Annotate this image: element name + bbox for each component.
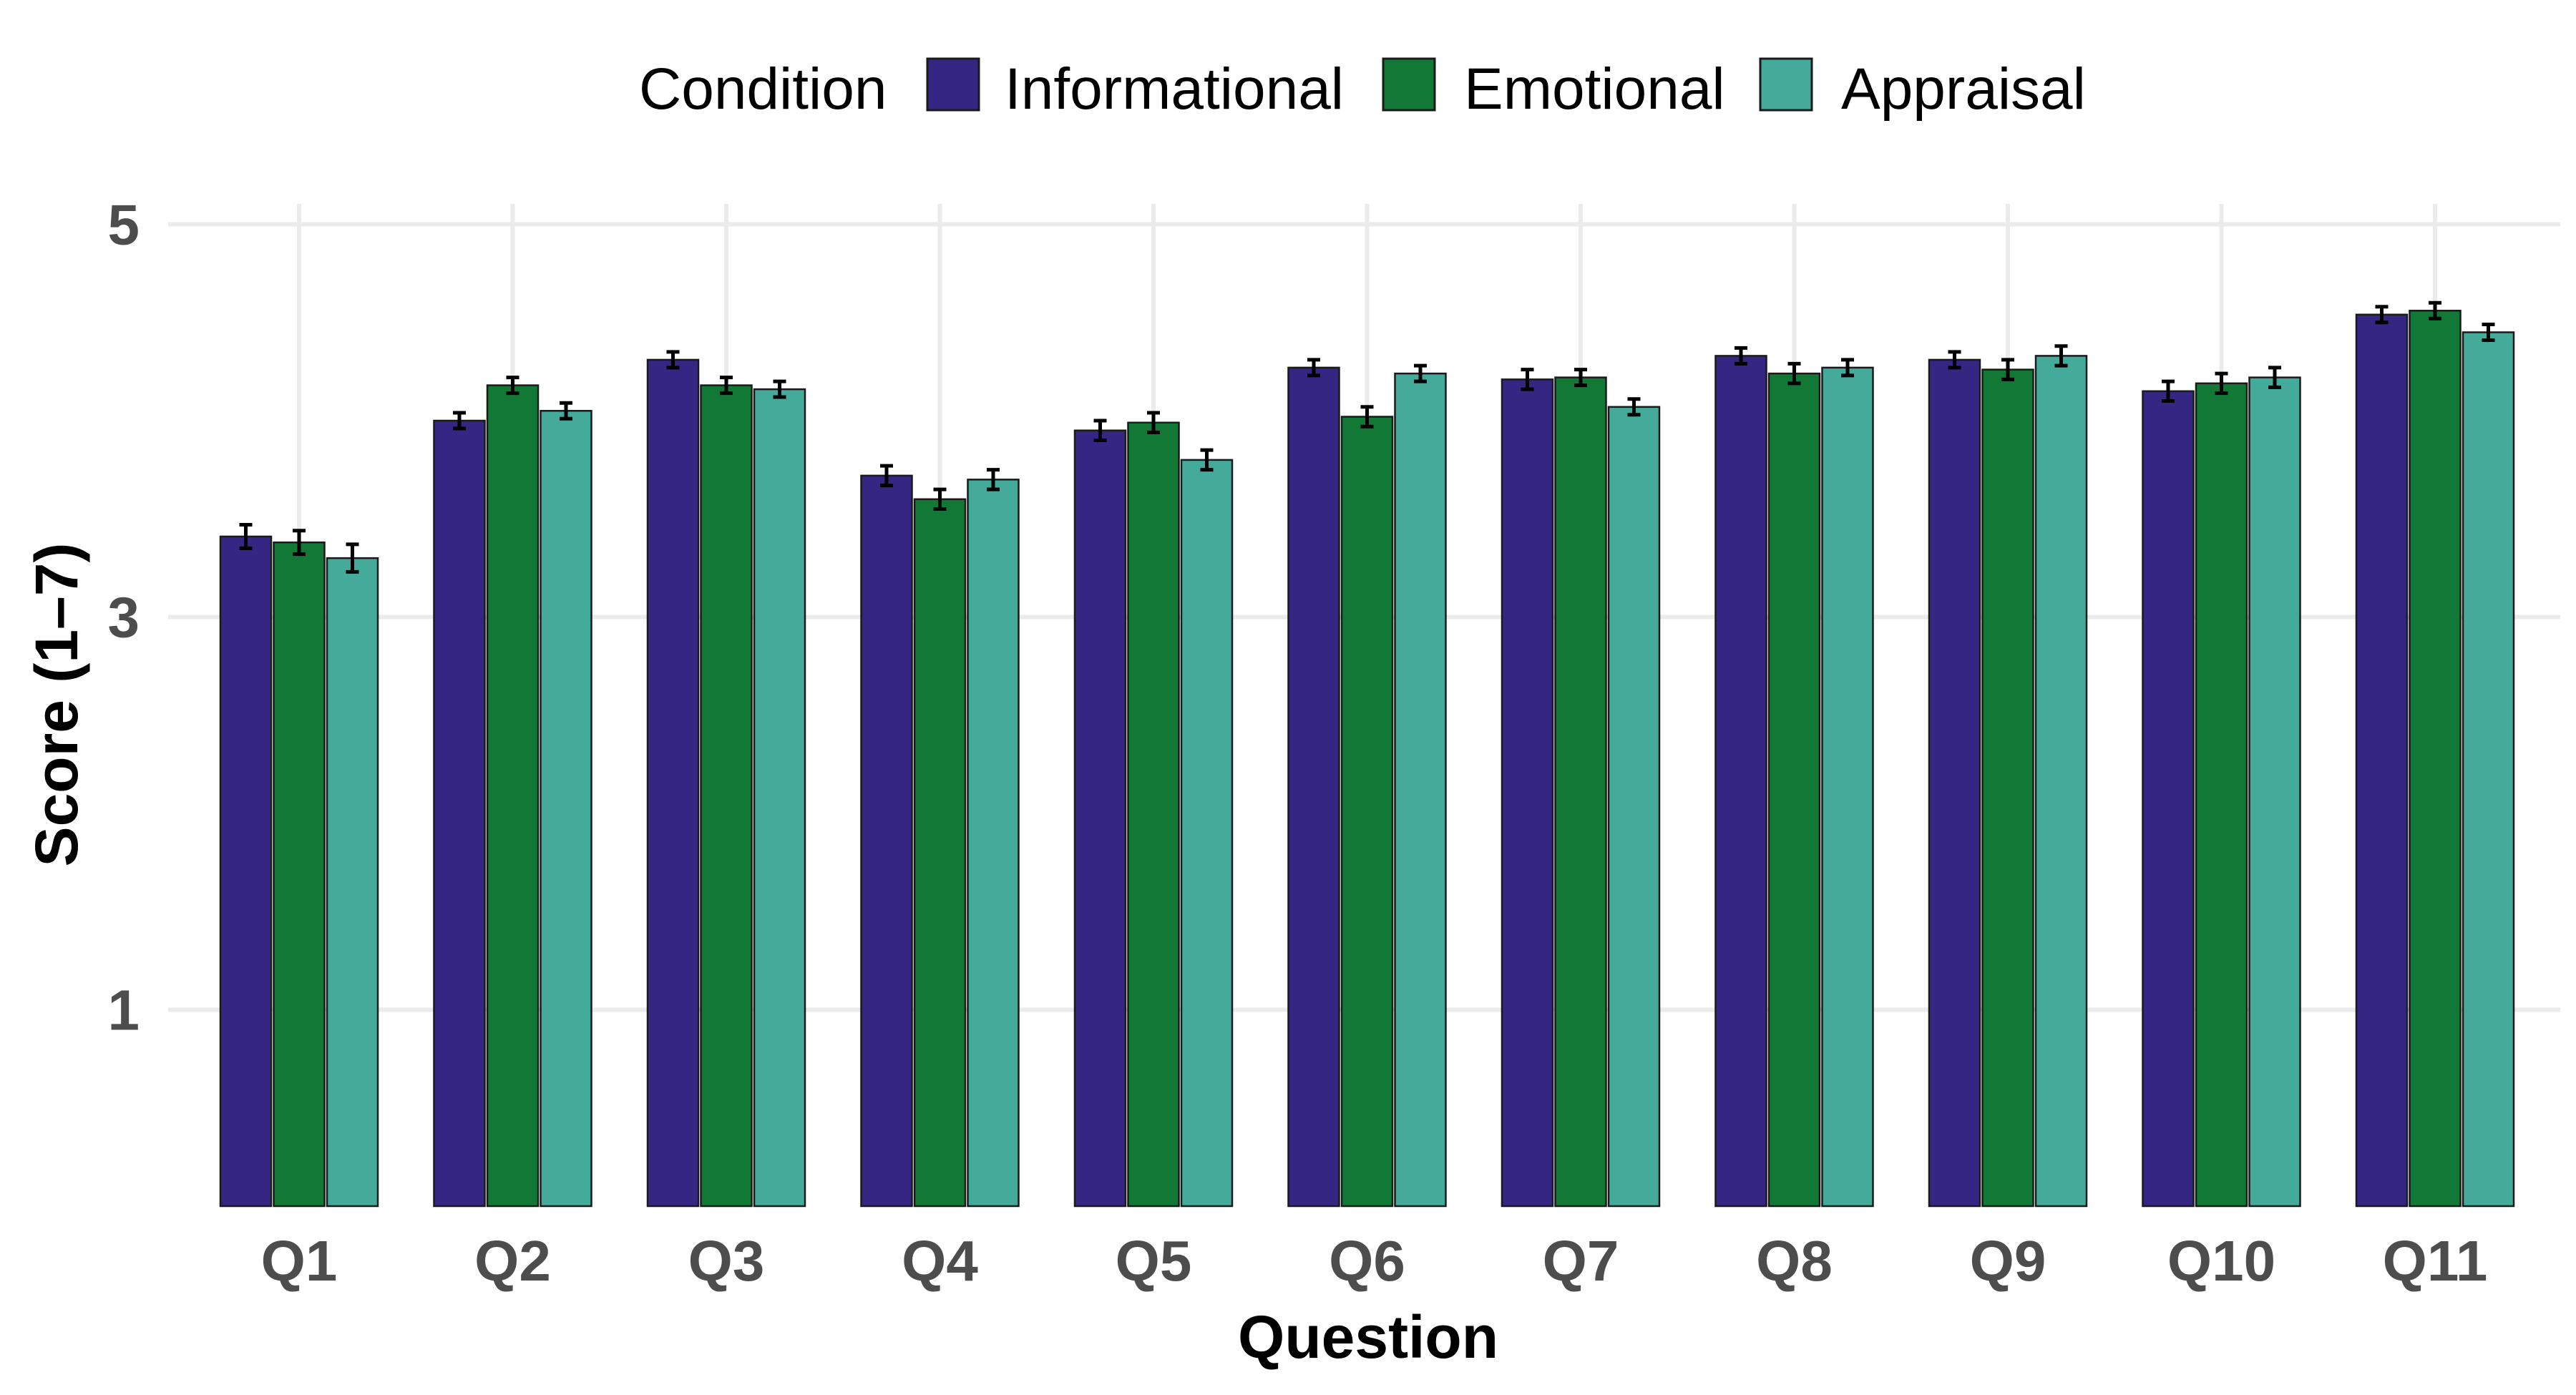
error-bar-q4-emotional [933, 487, 947, 512]
error-bar-q10-appraisal [2268, 366, 2281, 389]
error-bar-q1-appraisal [346, 542, 359, 574]
x-tick-label-q10: Q10 [2167, 1229, 2275, 1293]
bar-q11-emotional [2409, 310, 2462, 1208]
error-bar-q2-informational [453, 411, 466, 431]
legend-title: Condition [639, 57, 887, 122]
error-bar-q5-emotional [1147, 411, 1160, 434]
x-tick-label-q1: Q1 [261, 1229, 338, 1293]
error-bar-q7-emotional [1574, 368, 1587, 388]
bar-q9-appraisal [2034, 355, 2088, 1208]
error-bar-q8-emotional [1787, 361, 1801, 386]
error-bar-q5-appraisal [1200, 448, 1214, 472]
bar-q4-informational [860, 474, 913, 1208]
bar-q2-emotional [486, 384, 540, 1208]
bar-q1-emotional [273, 541, 326, 1208]
legend-key-emotional [1382, 57, 1436, 112]
x-tick-label-q3: Q3 [688, 1229, 765, 1293]
error-bar-q9-emotional [2001, 358, 2014, 381]
error-bar-q4-informational [880, 464, 893, 488]
bar-q10-appraisal [2248, 376, 2301, 1208]
bar-q10-informational [2142, 390, 2195, 1208]
error-bar-q4-appraisal [987, 468, 1000, 491]
bar-q7-informational [1501, 378, 1554, 1208]
bar-q4-appraisal [967, 479, 1020, 1208]
error-bar-q11-emotional [2429, 300, 2441, 320]
error-bar-q11-appraisal [2482, 322, 2495, 342]
error-bar-q2-appraisal [560, 401, 572, 421]
bar-q1-informational [219, 535, 273, 1208]
error-bar-q6-informational [1307, 358, 1320, 378]
bar-q2-appraisal [540, 410, 592, 1208]
bar-q7-appraisal [1607, 406, 1661, 1208]
bar-q5-emotional [1127, 421, 1180, 1208]
bar-q7-emotional [1554, 376, 1607, 1208]
y-axis-title: Score (1–7) [23, 543, 90, 867]
x-tick-label-q2: Q2 [474, 1229, 551, 1293]
error-bar-q9-informational [1948, 350, 1961, 370]
legend-item-appraisal: Appraisal [1759, 57, 2086, 122]
bar-q6-emotional [1340, 416, 1394, 1208]
bar-q6-appraisal [1394, 372, 1447, 1208]
error-bar-q10-emotional [2215, 371, 2228, 396]
y-tick-label: 5 [108, 193, 140, 257]
legend: Condition Informational Emotional Appraisa… [639, 57, 2086, 122]
bar-q9-informational [1928, 358, 1981, 1208]
error-bar-q3-emotional [720, 376, 733, 396]
error-bar-q2-emotional [506, 376, 519, 396]
legend-key-informational [926, 57, 980, 112]
error-bar-q3-appraisal [773, 379, 786, 399]
bar-q11-informational [2355, 313, 2409, 1208]
legend-item-emotional: Emotional [1382, 57, 1725, 122]
error-bar-q8-informational [1735, 346, 1747, 366]
error-bars-layer [239, 300, 2495, 574]
bar-q11-appraisal [2462, 331, 2515, 1208]
error-bar-q6-emotional [1360, 405, 1374, 429]
bar-q8-emotional [1767, 372, 1821, 1208]
x-tick-label-q5: Q5 [1116, 1229, 1192, 1293]
legend-label-emotional: Emotional [1464, 57, 1725, 122]
error-bar-q7-informational [1521, 368, 1534, 391]
x-tick-label-q9: Q9 [1970, 1229, 2046, 1293]
bar-q3-appraisal [753, 388, 806, 1208]
bar-q4-emotional [913, 498, 967, 1208]
bar-q8-appraisal [1821, 366, 1874, 1208]
bar-q6-informational [1287, 366, 1340, 1208]
bar-q2-informational [433, 419, 486, 1208]
bar-q3-informational [646, 358, 700, 1208]
x-tick-label-q4: Q4 [902, 1229, 978, 1293]
error-bar-q5-informational [1093, 418, 1107, 442]
legend-item-informational: Informational [926, 57, 1344, 122]
error-bar-q3-informational [666, 350, 680, 370]
x-tick-labels: Q1 Q2 Q3 Q4 Q5 Q6 Q7 Q8 Q9 Q10 Q11 [261, 1229, 2488, 1293]
y-tick-label: 1 [108, 979, 140, 1042]
x-tick-label-q7: Q7 [1543, 1229, 1619, 1293]
error-bar-q9-appraisal [2054, 344, 2068, 368]
x-tick-label-q6: Q6 [1329, 1229, 1405, 1293]
error-bar-q11-informational [2375, 305, 2389, 325]
y-tick-label: 3 [108, 586, 140, 650]
x-tick-label-q11: Q11 [2383, 1229, 2488, 1293]
x-axis-title: Question [1238, 1303, 1498, 1371]
error-bar-q10-informational [2162, 379, 2175, 403]
error-bar-q6-appraisal [1414, 363, 1427, 383]
bar-q5-appraisal [1180, 459, 1234, 1208]
error-bar-q8-appraisal [1841, 358, 1854, 378]
x-tick-label-q8: Q8 [1756, 1229, 1833, 1293]
bar-q5-informational [1073, 429, 1127, 1208]
legend-key-appraisal [1759, 57, 1813, 112]
y-tick-labels: 1 3 5 [108, 193, 140, 1042]
bar-q9-emotional [1981, 368, 2034, 1208]
bar-q10-emotional [2195, 382, 2248, 1208]
error-bar-q1-emotional [293, 529, 306, 557]
bar-q8-informational [1714, 355, 1767, 1208]
legend-label-informational: Informational [1005, 57, 1344, 122]
bar-q3-emotional [700, 384, 753, 1208]
error-bar-q7-appraisal [1627, 397, 1641, 417]
error-bar-q1-informational [239, 522, 253, 550]
bar-q1-appraisal [326, 557, 379, 1208]
legend-label-appraisal: Appraisal [1841, 57, 2086, 122]
bars-layer [219, 310, 2515, 1208]
